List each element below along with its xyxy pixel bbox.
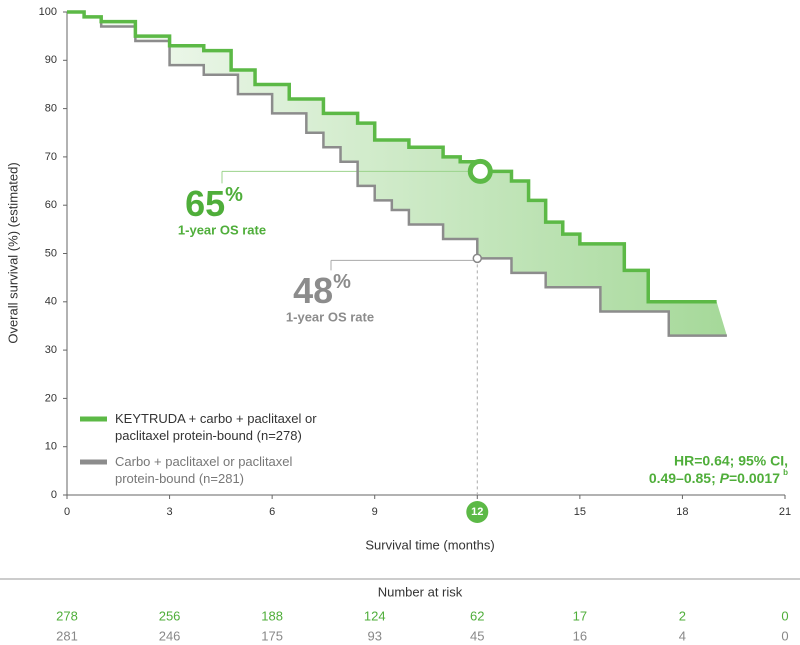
risk-value: 45 [470, 628, 484, 643]
risk-value: 256 [159, 608, 181, 623]
stats: 0.49–0.85; P=0.0017 [649, 470, 780, 486]
risk-value: 175 [261, 628, 283, 643]
shade [67, 12, 727, 336]
annotation-value: 48% [293, 270, 351, 311]
x-axis-label: Survival time (months) [365, 537, 494, 552]
survival-line [67, 10, 717, 304]
risk-value: 281 [56, 628, 78, 643]
x-tick-label: 12 [471, 506, 483, 518]
y-tick-label: 90 [45, 54, 57, 66]
y-tick-label: 60 [45, 199, 57, 211]
annotation-number: 65 [185, 183, 225, 224]
stats: HR=0.64; 95% CI, [674, 453, 788, 469]
y-tick-label: 0 [51, 489, 57, 501]
legend-entry: KEYTRUDA + carbo + paclitaxel or paclita… [115, 411, 317, 443]
annotation-value: 65% [185, 183, 243, 224]
x-tick-label: 0 [64, 506, 70, 518]
y-tick-label: 30 [45, 344, 57, 356]
marker [467, 158, 493, 184]
stats-part: =0.0017 [729, 470, 780, 486]
risk-value: 0 [781, 628, 788, 643]
risk-value: 17 [573, 608, 587, 623]
stats-part: 0.49–0.85; [649, 470, 720, 486]
x-tick-label: 21 [779, 506, 791, 518]
y-axis-label: Overall survival (%) (estimated) [5, 162, 20, 343]
y-tick-label: 80 [45, 103, 57, 115]
x-tick-label: 18 [676, 506, 688, 518]
y-tick-label: 20 [45, 392, 57, 404]
risk-value: 16 [573, 628, 587, 643]
risk-value: 188 [261, 608, 283, 623]
y-tick-label: 100 [39, 6, 57, 18]
annotation-unit: % [225, 184, 243, 206]
y-tick-label: 10 [45, 441, 57, 453]
risk-value: 4 [679, 628, 686, 643]
annotation-unit: % [333, 271, 351, 293]
annotation-number: 48 [293, 270, 333, 311]
risk-value: 2 [679, 608, 686, 623]
risk-value: 62 [470, 608, 484, 623]
y-tick-label: 40 [45, 296, 57, 308]
risk-value: 246 [159, 628, 181, 643]
risk-value: 93 [367, 628, 381, 643]
y-tick-label: 70 [45, 151, 57, 163]
risk-title: Number at risk [378, 584, 463, 599]
stats-part: P [720, 470, 730, 486]
risk-value: 278 [56, 608, 78, 623]
y-tick-label: 50 [45, 247, 57, 259]
x-tick-label: 3 [167, 506, 173, 518]
marker [472, 253, 483, 264]
annotation-text: 1-year OS rate [286, 309, 374, 324]
risk-value: 124 [364, 608, 386, 623]
x-tick-label: 9 [372, 506, 378, 518]
annotation-text: 1-year OS rate [178, 222, 266, 237]
legend-entry: Carbo + paclitaxel or paclitaxel protein… [115, 454, 293, 486]
highlight-tick [466, 501, 489, 523]
x-tick-label: 15 [574, 506, 586, 518]
stats-sup: b [783, 468, 788, 477]
risk-value: 0 [781, 608, 788, 623]
x-tick-label: 6 [269, 506, 275, 518]
